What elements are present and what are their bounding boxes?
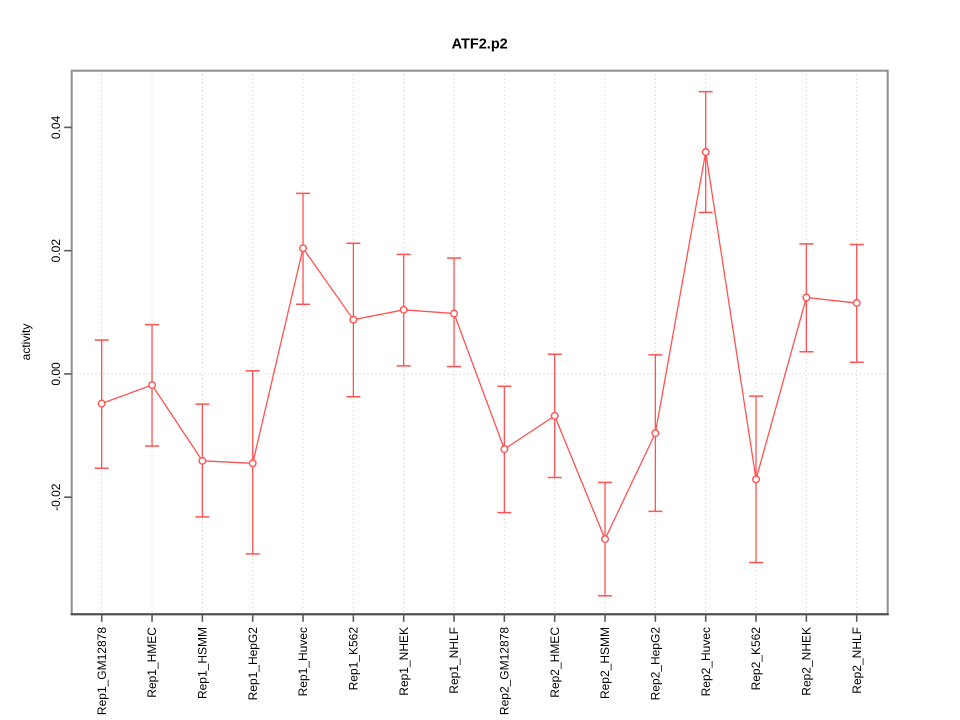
data-point [450, 309, 459, 318]
x-tick-label: Rep1_GM12878 [95, 627, 109, 715]
data-point [752, 475, 761, 484]
data-point [852, 299, 861, 308]
x-tick-label: Rep1_NHLF [447, 627, 461, 694]
data-point [299, 244, 308, 253]
x-tick-label: Rep2_Huvec [699, 627, 713, 696]
data-point [550, 411, 559, 420]
x-tick-label: Rep1_HSMM [196, 627, 210, 699]
x-tick-label: Rep1_HepG2 [246, 627, 260, 701]
x-tick-label: Rep2_NHLF [850, 627, 864, 694]
y-axis-label: activity [19, 324, 33, 361]
plot-title: ATF2.p2 [452, 37, 508, 53]
plot-border [70, 69, 889, 616]
data-point [349, 315, 358, 324]
y-tick-label: 0.00 [49, 362, 63, 386]
data-point [651, 429, 660, 438]
x-tick-label: Rep2_HMEC [548, 627, 562, 698]
x-tick-label: Rep2_NHEK [800, 627, 814, 696]
data-point [97, 399, 106, 408]
data-point [198, 456, 207, 465]
data-point [148, 381, 157, 390]
data-point [601, 535, 610, 544]
data-point [802, 293, 811, 302]
data-point [500, 445, 509, 454]
x-tick-label: Rep2_HSMM [598, 627, 612, 699]
x-tick-label: Rep1_K562 [347, 627, 361, 691]
x-tick-label: Rep2_GM12878 [498, 627, 512, 715]
x-tick-label: Rep2_HepG2 [649, 627, 663, 701]
data-point [248, 459, 257, 468]
data-point [701, 148, 710, 157]
series-layer [94, 90, 864, 597]
x-tick-label: Rep1_HMEC [145, 627, 159, 698]
grid-layer [71, 70, 888, 615]
y-tick-label: 0.02 [49, 239, 63, 263]
y-tick-label: 0.04 [49, 115, 63, 139]
axis-layer [64, 69, 889, 622]
series-line [101, 151, 857, 541]
data-point [399, 305, 408, 314]
y-tick-label: -0.02 [49, 483, 63, 511]
x-tick-label: Rep2_K562 [749, 627, 763, 691]
x-tick-label: Rep1_Huvec [296, 627, 310, 696]
x-tick-label: Rep1_NHEK [397, 627, 411, 696]
label-layer: -0.02 0.00 0.02 0.04 Rep1_GM12878 Rep1_HMEC Re… [49, 115, 864, 715]
